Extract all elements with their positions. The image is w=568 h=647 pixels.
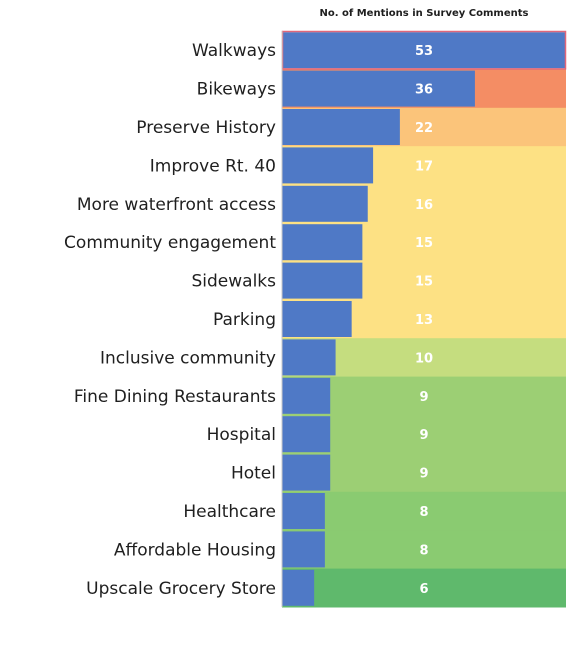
value-label-more-waterfront-access: 16 — [415, 198, 433, 213]
bar-inclusive-community — [282, 339, 336, 376]
bar-hospital — [282, 416, 331, 453]
bar-improve-rt-40 — [282, 147, 374, 184]
value-label-hospital: 9 — [419, 428, 428, 443]
row-background-upscale-grocery-store — [282, 568, 566, 608]
value-label-sidewalks: 15 — [415, 275, 433, 290]
value-label-healthcare: 8 — [419, 505, 428, 520]
bar-parking — [282, 301, 352, 337]
bar-bikeways — [282, 70, 475, 107]
category-label-affordable-housing: Affordable Housing — [114, 540, 276, 560]
category-label-fine-dining-restaurants: Fine Dining Restaurants — [74, 387, 276, 407]
value-label-hotel: 9 — [419, 467, 428, 482]
value-label-bikeways: 36 — [415, 83, 433, 98]
category-label-hotel: Hotel — [231, 464, 276, 484]
category-label-improve-rt-40: Improve Rt. 40 — [150, 156, 276, 176]
bar-upscale-grocery-store — [282, 569, 315, 606]
value-label-improve-rt-40: 17 — [415, 159, 433, 174]
category-label-healthcare: Healthcare — [183, 502, 276, 522]
bar-more-waterfront-access — [282, 185, 368, 222]
category-label-inclusive-community: Inclusive community — [100, 348, 276, 368]
category-label-more-waterfront-access: More waterfront access — [77, 195, 276, 215]
category-label-bikeways: Bikeways — [197, 80, 276, 100]
chart-title: No. of Mentions in Survey Comments — [319, 8, 529, 19]
value-label-fine-dining-restaurants: 9 — [419, 390, 428, 405]
bar-affordable-housing — [282, 531, 325, 568]
bar-preserve-history — [282, 109, 400, 145]
category-label-upscale-grocery-store: Upscale Grocery Store — [86, 579, 276, 599]
category-label-parking: Parking — [213, 310, 276, 330]
bar-hotel — [282, 454, 331, 491]
category-label-preserve-history: Preserve History — [136, 118, 276, 138]
category-label-walkways: Walkways — [192, 41, 276, 61]
value-label-inclusive-community: 10 — [415, 351, 433, 366]
value-label-community-engagement: 15 — [415, 236, 433, 251]
bar-community-engagement — [282, 224, 363, 261]
row-background-healthcare — [282, 491, 566, 531]
category-label-community-engagement: Community engagement — [64, 233, 276, 253]
value-label-upscale-grocery-store: 6 — [419, 582, 428, 597]
value-label-parking: 13 — [415, 313, 433, 328]
category-label-sidewalks: Sidewalks — [191, 272, 276, 292]
category-label-hospital: Hospital — [207, 425, 276, 445]
bar-sidewalks — [282, 262, 363, 299]
bar-fine-dining-restaurants — [282, 377, 331, 414]
value-label-affordable-housing: 8 — [419, 543, 428, 558]
row-background-affordable-housing — [282, 530, 566, 570]
value-label-preserve-history: 22 — [415, 121, 433, 136]
bar-walkways — [282, 32, 566, 69]
value-label-walkways: 53 — [415, 44, 433, 59]
bar-healthcare — [282, 493, 325, 529]
